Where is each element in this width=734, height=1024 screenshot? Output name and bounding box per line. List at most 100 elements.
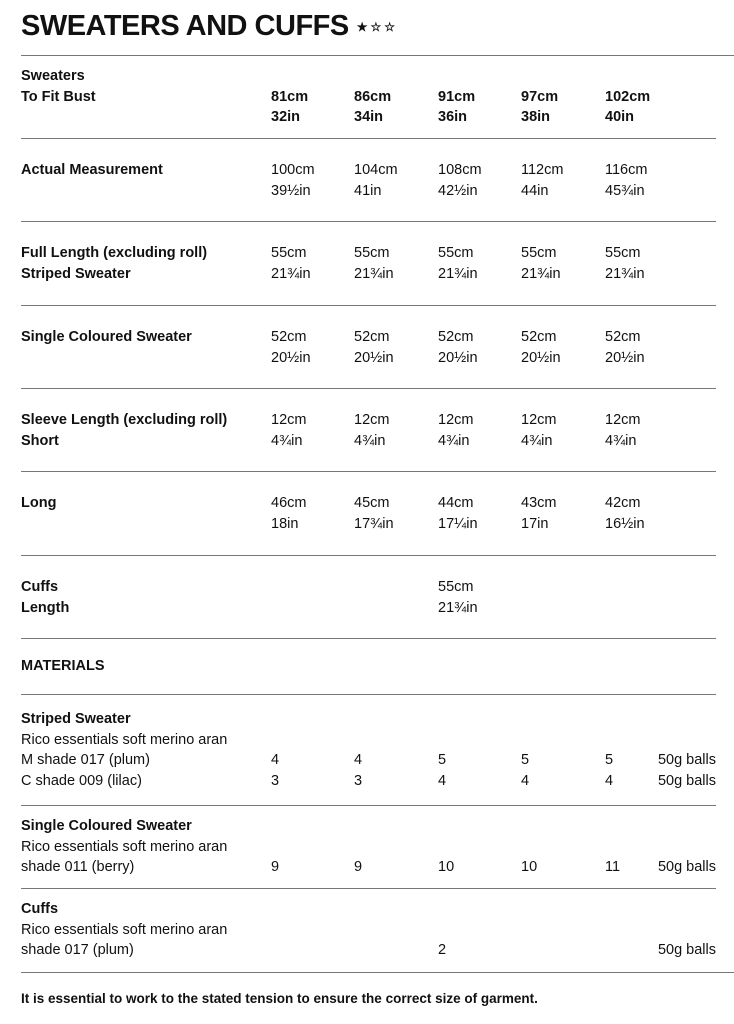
divider (21, 138, 716, 139)
measurement-cm: 45cm (354, 495, 390, 511)
measurement-in: 17¼in (438, 515, 478, 532)
size-in: 36in (438, 109, 468, 125)
measurement-in: 41in (354, 182, 382, 199)
section-label: Sweaters (21, 68, 85, 84)
ball-count: 5 (438, 752, 447, 769)
measurement-in: 4¾in (271, 432, 303, 449)
divider (21, 305, 716, 306)
measurement-cm: 55cm (271, 245, 307, 261)
row-label: Sleeve Length (excluding roll) (21, 412, 228, 428)
shade-label: C shade 009 (lilac) (21, 773, 142, 790)
shade-label: M shade 017 (plum) (21, 752, 150, 769)
measurement-cm: 52cm (521, 329, 557, 345)
yarn-name: Rico essentials soft merino aran (21, 921, 228, 938)
measurement-in: 21¾in (354, 265, 394, 282)
measurement-cm: 108cm (438, 162, 482, 178)
measurement-in: 4¾in (605, 432, 637, 449)
size-in: 40in (605, 109, 635, 125)
divider (21, 888, 716, 889)
measurement-cm: 52cm (354, 329, 390, 345)
size-cm: 91cm (438, 89, 476, 105)
measurement-in: 20½in (271, 349, 311, 366)
measurement-cm: 55cm (605, 245, 641, 261)
measurement-cm: 44cm (438, 495, 474, 511)
measurement-cm: 55cm (438, 579, 474, 595)
measurement-in: 20½in (354, 349, 394, 366)
row-label: Cuffs (21, 579, 59, 595)
divider (21, 388, 716, 389)
ball-count: 5 (521, 752, 530, 769)
divider (21, 471, 716, 472)
yarn-name: Rico essentials soft merino aran (21, 731, 228, 748)
size-cm: 86cm (354, 89, 392, 105)
page-title: SWEATERS AND CUFFS ★☆☆ (21, 8, 398, 45)
measurement-cm: 55cm (354, 245, 390, 261)
materials-heading: MATERIALS (21, 658, 105, 674)
measurement-in: 42½in (438, 182, 478, 199)
divider (21, 805, 716, 806)
measurement-in: 21¾in (271, 265, 311, 282)
measurement-in: 17¾in (354, 515, 394, 532)
measurement-in: 44in (521, 182, 549, 199)
measurement-cm: 116cm (605, 162, 648, 178)
title-text: SWEATERS AND CUFFS (21, 10, 349, 42)
size-in: 32in (271, 109, 301, 125)
measurement-cm: 42cm (605, 495, 641, 511)
yarn-name: Rico essentials soft merino aran (21, 838, 228, 855)
shade-label: shade 017 (plum) (21, 942, 134, 959)
divider (21, 972, 734, 973)
measurement-cm: 12cm (271, 412, 307, 428)
section-label: To Fit Bust (21, 89, 96, 105)
ball-count: 5 (605, 752, 614, 769)
row-label: Short (21, 432, 59, 449)
size-cm: 81cm (271, 89, 309, 105)
measurement-cm: 52cm (605, 329, 641, 345)
measurement-cm: 12cm (605, 412, 641, 428)
measurement-cm: 52cm (271, 329, 307, 345)
row-label: Striped Sweater (21, 265, 131, 282)
measurement-in: 20½in (438, 349, 478, 366)
divider (21, 694, 716, 695)
ball-count: 10 (521, 859, 538, 876)
measurement-in: 4¾in (354, 432, 386, 449)
ball-count: 4 (438, 773, 447, 790)
shade-label: shade 011 (berry) (21, 859, 135, 876)
ball-count: 10 (438, 859, 455, 876)
size-cm: 97cm (521, 89, 559, 105)
divider (21, 555, 716, 556)
measurement-in: 20½in (605, 349, 645, 366)
measurement-cm: 12cm (354, 412, 390, 428)
unit-label: 50g balls (657, 942, 716, 959)
row-label: Actual Measurement (21, 162, 163, 178)
ball-count: 4 (354, 752, 363, 769)
measurement-in: 21¾in (438, 265, 478, 282)
difficulty-rating-stars-icon: ★☆☆ (356, 20, 398, 35)
measurement-in: 21¾in (521, 265, 561, 282)
ball-count: 3 (354, 773, 363, 790)
divider (21, 55, 734, 56)
measurement-cm: 55cm (438, 245, 474, 261)
row-label: Full Length (excluding roll) (21, 245, 208, 261)
material-group-title: Striped Sweater (21, 711, 131, 727)
size-cm: 102cm (605, 89, 651, 105)
measurement-cm: 52cm (438, 329, 474, 345)
ball-count: 11 (605, 859, 621, 876)
measurement-in: 18in (271, 515, 299, 532)
measurement-in: 16½in (605, 515, 645, 532)
measurement-cm: 43cm (521, 495, 557, 511)
unit-label: 50g balls (657, 859, 716, 876)
unit-label: 50g balls (657, 752, 716, 769)
ball-count: 4 (605, 773, 614, 790)
measurement-in: 17in (521, 515, 549, 532)
material-group-title: Single Coloured Sweater (21, 818, 192, 834)
ball-count: 9 (354, 859, 363, 876)
measurement-in: 21¾in (605, 265, 645, 282)
measurement-in: 20½in (521, 349, 561, 366)
row-label: Long (21, 495, 57, 511)
ball-count: 4 (271, 752, 280, 769)
ball-count: 3 (271, 773, 280, 790)
measurement-cm: 55cm (521, 245, 557, 261)
divider (21, 638, 716, 639)
ball-count: 4 (521, 773, 530, 790)
row-label: Length (21, 599, 70, 616)
